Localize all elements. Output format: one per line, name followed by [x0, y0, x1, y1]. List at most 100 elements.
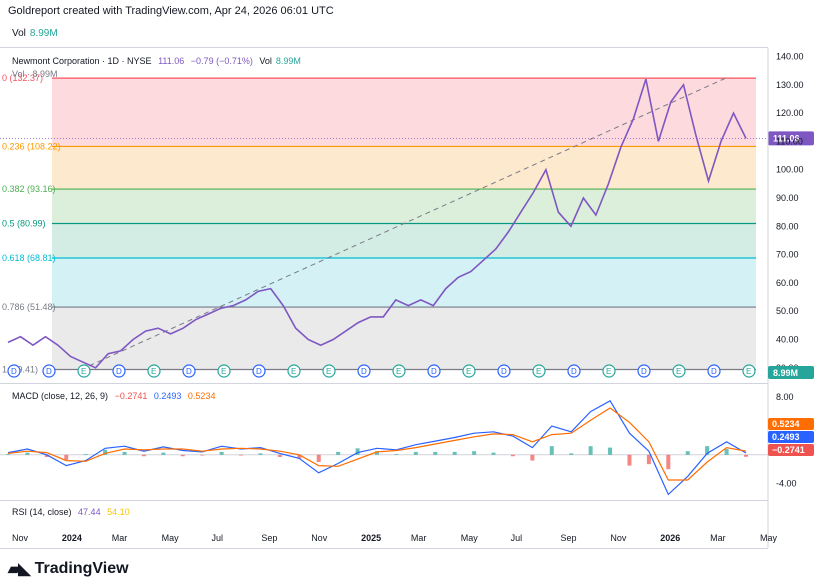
y-tick-label: 120.00: [776, 108, 804, 118]
y-tick-label: 60.00: [776, 278, 799, 288]
event-marker: [532, 364, 546, 378]
macd-histogram-bar: [200, 454, 205, 456]
event-marker-label: D: [501, 367, 507, 376]
panel-divider-volume: [0, 383, 768, 384]
macd-histogram-bar: [433, 451, 438, 455]
event-marker: [497, 364, 511, 378]
macd-histogram-bar: [6, 454, 10, 455]
event-marker-label: E: [466, 367, 471, 376]
event-marker-label: D: [11, 367, 17, 376]
volume-tag-box: [768, 366, 814, 379]
macd-histogram-bar: [161, 452, 166, 455]
fib-band-0: [52, 78, 756, 147]
macd-histogram-bar: [83, 454, 88, 455]
tradingview-brand[interactable]: ▰◣ TradingView: [8, 559, 129, 579]
legend-vol-label: Vol: [259, 56, 272, 66]
event-marker: [462, 364, 476, 378]
x-tick-label: Sep: [261, 533, 277, 543]
macd-histogram-bar: [258, 453, 263, 455]
brand-name: TradingView: [34, 560, 129, 577]
y-tick-label: 140.00: [776, 51, 804, 61]
macd-histogram-bar: [297, 454, 302, 459]
y-tick-label: 50.00: [776, 306, 799, 316]
event-marker: [637, 364, 651, 378]
macd-tag-box: [768, 444, 814, 456]
symbol-title: Newmont Corporation · 1D · NYSE: [12, 56, 152, 66]
event-marker: [392, 364, 406, 378]
event-marker-label: E: [536, 367, 541, 376]
event-marker-label: D: [256, 367, 262, 376]
macd-histogram-bar: [569, 453, 574, 455]
macd-histogram-bar: [705, 446, 710, 455]
x-tick-label: Mar: [411, 533, 427, 543]
macd-histogram-bar: [25, 452, 30, 455]
y-tick-label: 70.00: [776, 250, 799, 260]
event-marker-label: E: [746, 367, 751, 376]
macd-histogram-bar: [64, 454, 69, 460]
y-tick-label: 110.00: [776, 136, 803, 146]
macd-histogram-bar: [394, 454, 399, 455]
macd-histogram-bar: [277, 454, 282, 457]
fib-level-label: 0.5 (80.99): [2, 219, 46, 229]
macd-tag-label: 0.5234: [772, 419, 800, 429]
event-marker: [602, 364, 616, 378]
macd-tag-box: [768, 431, 814, 443]
x-tick-label: May: [760, 533, 778, 543]
macd-histogram-bar: [685, 451, 690, 455]
event-marker-label: E: [606, 367, 611, 376]
price-change: −0.79 (−0.71%): [190, 56, 253, 66]
macd-histogram-bar: [239, 454, 244, 456]
event-marker-label: E: [396, 367, 401, 376]
attribution: Goldreport created with TradingView.com,…: [8, 5, 334, 17]
macd-histogram-bar: [588, 446, 593, 455]
event-marker-label: E: [221, 367, 226, 376]
macd-histogram-bar: [103, 449, 108, 455]
x-tick-label: 2026: [660, 533, 680, 543]
fib-band-4: [52, 257, 756, 308]
macd-histogram-bar: [141, 454, 146, 457]
macd-legend: MACD (close, 12, 26, 9) −0.2741 0.2493 0…: [12, 391, 219, 401]
event-marker: [707, 364, 721, 378]
macd-histogram-bar: [491, 452, 496, 455]
macd-histogram-bar: [608, 447, 613, 455]
event-marker-label: D: [431, 367, 437, 376]
macd-histogram-bar: [122, 451, 127, 455]
signal-line-series: [7, 407, 747, 481]
macd-histogram-bar: [355, 448, 360, 455]
macd-histogram-bar: [452, 451, 457, 455]
x-tick-label: Jul: [511, 533, 523, 543]
macd-histogram-bar: [375, 451, 379, 455]
macd-value: 0.2493: [153, 391, 182, 401]
event-marker-label: D: [361, 367, 367, 376]
macd-histogram-bar: [724, 449, 729, 455]
x-tick-label: May: [162, 533, 180, 543]
last-price: 111.06: [158, 56, 185, 66]
x-tick-label: Nov: [311, 533, 328, 543]
macd-histogram-bar: [530, 454, 535, 461]
vol-label: Vol: [12, 28, 26, 39]
event-marker-label: E: [291, 367, 296, 376]
event-marker-label: D: [641, 367, 647, 376]
top-volume-legend: Vol 8.99M: [12, 28, 58, 39]
event-marker: [567, 364, 581, 378]
price-tag-label: 111.06: [773, 133, 800, 143]
main-legend: Newmont Corporation · 1D · NYSE 111.06 −…: [12, 56, 305, 66]
price-tag-box: [768, 131, 814, 146]
macd-tag-label: −0.2741: [772, 445, 805, 455]
rsi-value: 47.44: [78, 507, 101, 517]
fib-band-3: [52, 223, 756, 258]
event-marker: [77, 364, 91, 378]
x-tick-label: Nov: [610, 533, 627, 543]
macd-histogram-bar: [180, 454, 185, 457]
fib-band-1: [52, 146, 756, 190]
event-marker: [287, 364, 301, 378]
y-tick-label: 80.00: [776, 221, 799, 231]
y-tick-label: 40.00: [776, 335, 799, 345]
panel-divider-top: [0, 47, 768, 48]
x-tick-label: Sep: [561, 533, 577, 543]
event-marker: [427, 364, 441, 378]
tradingview-logo-icon: ▰◣: [8, 561, 31, 578]
event-marker: [742, 364, 756, 378]
event-marker-label: E: [151, 367, 156, 376]
